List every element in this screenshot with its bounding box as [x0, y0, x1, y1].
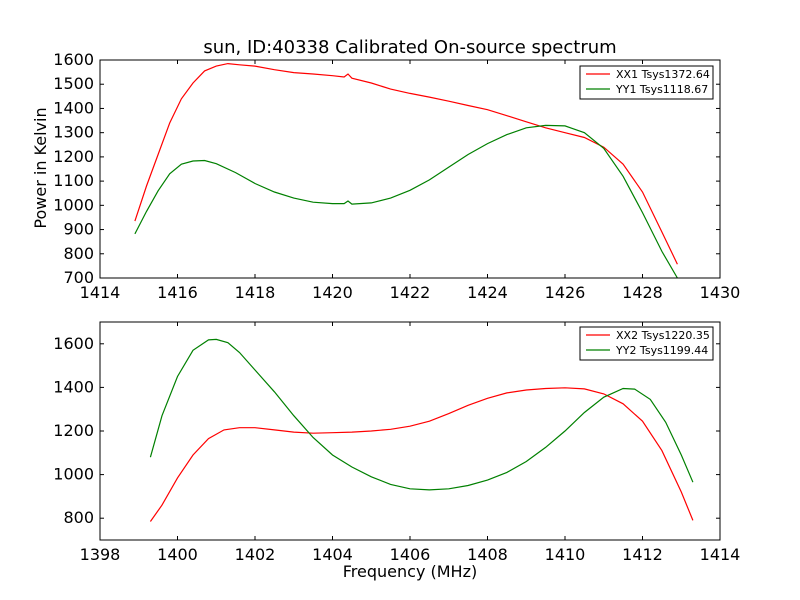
bottom-chart-xtick-label: 1412: [622, 545, 663, 564]
top-chart-plot-area: 1414 1416 1418 1420 1422 1424 1426 1428 1430 700 8…: [53, 50, 740, 302]
bottom-chart-ytick-label: 800: [63, 508, 94, 527]
bottom-chart-legend-label-1: XX2 Tsys1220.35: [616, 329, 710, 342]
top-chart-ytick-label: 1200: [53, 147, 94, 166]
top-chart-xtick-label: 1430: [700, 283, 741, 302]
top-chart-xtick-label: 1428: [622, 283, 663, 302]
top-chart-legend-label-2: YY1 Tsys1118.67: [615, 83, 708, 96]
bottom-chart-series-2-line: [149, 338, 694, 491]
top-chart-title: sun, ID:40338 Calibrated On-source spect…: [203, 37, 616, 58]
bottom-chart-legend-box: [579, 326, 714, 361]
bottom-chart-xtick-label: 1414: [700, 545, 741, 564]
top-chart-legend-box: [579, 65, 714, 100]
bottom-chart-xtick-label: 1398: [80, 545, 121, 564]
top-chart-xtick-label: 1416: [157, 283, 198, 302]
top-chart-ytick-label: 1600: [53, 50, 94, 69]
bottom-chart-xtick-label: 1402: [235, 545, 276, 564]
top-chart-ytick-label: 700: [63, 268, 94, 287]
bottom-chart-series-1-line: [149, 387, 694, 522]
top-chart-ytick-label: 900: [63, 220, 94, 239]
top-chart-legend: XX1 Tsys1372.64 YY1 Tsys1118.67: [579, 65, 714, 100]
bottom-chart-xlabel: Frequency (MHz): [343, 562, 477, 581]
top-chart: sun, ID:40338 Calibrated On-source spect…: [31, 37, 740, 302]
top-chart-ytick-label: 1000: [53, 195, 94, 214]
bottom-chart-xtick-label: 1408: [467, 545, 508, 564]
top-chart-ylabel: Power in Kelvin: [31, 107, 50, 228]
top-chart-xtick-label: 1414: [80, 283, 121, 302]
top-chart-ytick-label: 800: [63, 244, 94, 263]
bottom-chart: Frequency (MHz) 1398 1400 1402 1404 1406 1408…: [53, 321, 741, 581]
bottom-chart-xtick-label: 1406: [390, 545, 431, 564]
bottom-chart-xtick-label: 1404: [312, 545, 353, 564]
bottom-chart-ytick-label: 1200: [53, 421, 94, 440]
top-chart-xtick-label: 1420: [312, 283, 353, 302]
bottom-chart-xtick-label: 1410: [545, 545, 586, 564]
top-chart-legend-label-1: XX1 Tsys1372.64: [616, 68, 710, 81]
bottom-chart-xtick-label: 1400: [157, 545, 198, 564]
top-chart-xtick-label: 1426: [545, 283, 586, 302]
top-chart-ytick-label: 1100: [53, 171, 94, 190]
top-chart-series-1-line: [134, 62, 678, 265]
top-chart-ytick-label: 1300: [53, 123, 94, 142]
bottom-chart-legend-label-2: YY2 Tsys1199.44: [615, 344, 708, 357]
bottom-chart-legend: XX2 Tsys1220.35 YY2 Tsys1199.44: [579, 326, 714, 361]
top-chart-xtick-label: 1424: [467, 283, 508, 302]
top-chart-series-2-line: [134, 124, 678, 278]
top-chart-xtick-label: 1422: [390, 283, 431, 302]
bottom-chart-ytick-label: 1600: [53, 334, 94, 353]
top-chart-xtick-label: 1418: [235, 283, 276, 302]
top-chart-ytick-label: 1500: [53, 74, 94, 93]
bottom-chart-plot-area: 1398 1400 1402 1404 1406 1408 1410 1412 1414 800 1…: [53, 321, 741, 564]
bottom-chart-ytick-label: 1000: [53, 465, 94, 484]
bottom-chart-ytick-label: 1400: [53, 377, 94, 396]
top-chart-ytick-label: 1400: [53, 98, 94, 117]
